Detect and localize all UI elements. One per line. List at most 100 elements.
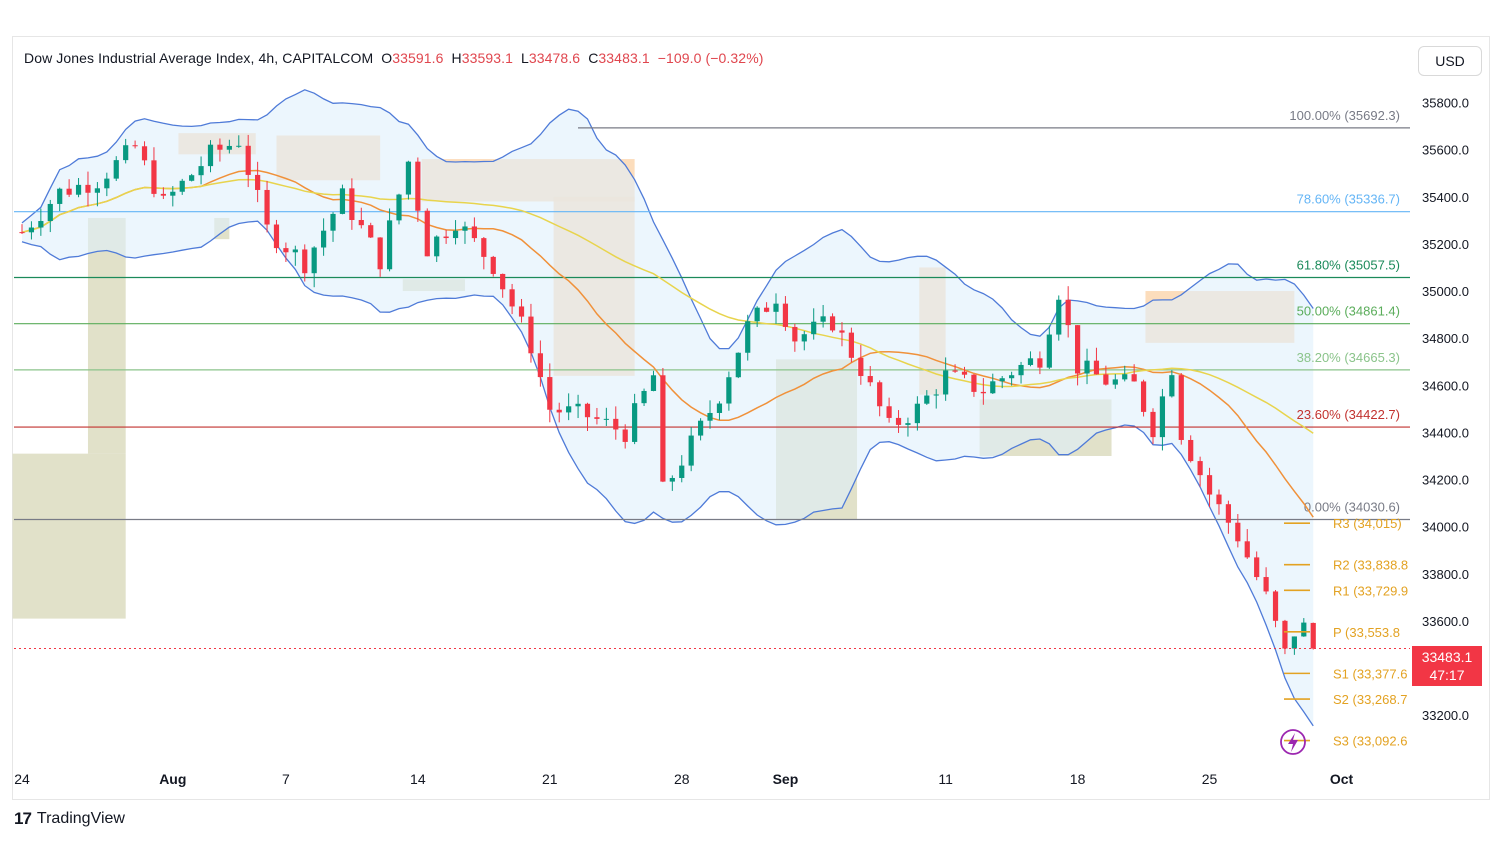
candle-body-49 [481, 238, 487, 257]
candle-body-130 [1244, 541, 1250, 558]
candle-body-7 [85, 184, 91, 193]
candle-body-127 [1216, 494, 1222, 505]
candle-body-137 [1310, 622, 1316, 649]
candle-body-9 [104, 178, 110, 189]
candle-body-2 [38, 221, 44, 228]
candle-body-3 [47, 203, 53, 222]
candle-body-83 [801, 334, 807, 342]
candle-body-104 [999, 378, 1005, 382]
candle-body-26 [264, 189, 270, 225]
currency-button[interactable]: USD [1418, 46, 1482, 76]
candle-body-12 [132, 145, 138, 147]
candle-body-135 [1291, 636, 1297, 649]
x-tick-label-7: 11 [938, 771, 953, 787]
candle-body-134 [1282, 620, 1288, 649]
candlesticks [19, 134, 1316, 655]
candle-body-50 [490, 256, 496, 274]
close-value: 33483.1 [598, 50, 650, 66]
tradingview-branding[interactable]: 17 TradingView [14, 809, 125, 829]
close-label: C [588, 50, 599, 66]
x-tick-label-4: 21 [542, 771, 558, 787]
candle-body-76 [735, 352, 741, 378]
candle-body-46 [452, 230, 459, 239]
pivot-label-1: R2 (33,838.8 [1333, 558, 1408, 573]
high-label: H [451, 50, 462, 66]
candle-body-53 [518, 306, 525, 317]
candle-body-80 [773, 303, 779, 312]
candle-body-123 [1178, 375, 1184, 440]
candle-body-91 [877, 382, 883, 407]
change-value: −109.0 (−0.32%) [657, 50, 764, 66]
candle-body-77 [745, 321, 751, 353]
x-tick-label-3: 14 [410, 771, 426, 787]
candle-body-5 [66, 188, 72, 195]
y-tick-label-12: 35600.0 [1422, 143, 1469, 158]
candle-body-89 [858, 357, 864, 377]
candle-body-64 [622, 429, 628, 442]
y-tick-label-10: 35200.0 [1422, 237, 1469, 252]
candle-body-102 [980, 391, 986, 394]
candle-body-96 [924, 395, 930, 404]
candle-body-66 [641, 390, 647, 404]
candle-body-106 [1018, 364, 1024, 376]
candle-body-11 [123, 145, 129, 161]
candle-body-51 [500, 273, 506, 290]
candle-body-93 [895, 417, 902, 425]
candle-body-70 [679, 465, 685, 478]
y-tick-label-6: 34400.0 [1422, 425, 1469, 440]
candle-body-129 [1235, 522, 1241, 542]
pivot-label-2: R1 (33,729.9 [1333, 583, 1408, 598]
open-value: 33591.6 [392, 50, 444, 66]
candle-body-18 [189, 175, 195, 181]
chart-extras [14, 648, 1410, 755]
candle-body-122 [1169, 375, 1175, 397]
candle-body-105 [1009, 375, 1015, 379]
candle-body-82 [792, 326, 798, 342]
x-tick-label-1: Aug [159, 771, 186, 787]
candle-body-68 [660, 375, 666, 482]
x-tick-label-2: 7 [282, 771, 290, 787]
candle-body-44 [434, 236, 440, 257]
pivot-label-3: P (33,553.8 [1333, 625, 1400, 640]
fib-label-4: 38.20% (34665.3) [1297, 350, 1400, 365]
candle-body-99 [952, 370, 958, 372]
x-tick-label-5: 28 [674, 771, 690, 787]
candle-body-41 [405, 161, 412, 195]
x-tick-label-6: Sep [773, 771, 799, 787]
bollinger-lower-line [21, 220, 1314, 727]
candle-body-10 [113, 160, 119, 179]
x-tick-label-10: Oct [1330, 771, 1354, 787]
fib-label-2: 61.80% (35057.5) [1297, 257, 1400, 272]
candle-body-32 [321, 230, 327, 248]
candle-body-67 [650, 375, 657, 391]
lightning-icon [1288, 733, 1298, 752]
y-tick-label-13: 35800.0 [1422, 95, 1469, 110]
y-tick-label-5: 34200.0 [1422, 473, 1469, 488]
bollinger-fill [22, 89, 1314, 726]
candle-body-14 [151, 160, 157, 194]
candle-body-116 [1112, 379, 1118, 385]
fib-label-1: 78.60% (35336.7) [1297, 192, 1400, 207]
candle-body-79 [763, 307, 770, 312]
candle-body-48 [471, 226, 477, 239]
chart-header: Dow Jones Industrial Average Index, 4h, … [24, 50, 764, 66]
candle-body-110 [1056, 299, 1062, 335]
candle-body-30 [302, 249, 308, 274]
candle-body-97 [933, 394, 939, 396]
x-tick-label-9: 25 [1202, 771, 1218, 787]
candle-body-100 [961, 371, 968, 375]
candle-body-8 [94, 188, 100, 193]
candle-body-55 [537, 353, 543, 378]
candle-body-75 [726, 377, 732, 404]
candle-body-4 [57, 188, 63, 204]
candle-body-90 [867, 376, 873, 383]
pivot-levels: R3 (34,015) R2 (33,838.8 R1 (33,729.9 P (33… [1284, 516, 1408, 749]
fib-label-5: 23.60% (34422.7) [1297, 407, 1400, 422]
candle-body-23 [236, 145, 242, 147]
candle-body-27 [273, 224, 280, 249]
candle-body-72 [698, 420, 704, 436]
candle-body-31 [311, 247, 317, 274]
candle-body-16 [170, 191, 176, 196]
candle-body-25 [255, 174, 261, 190]
